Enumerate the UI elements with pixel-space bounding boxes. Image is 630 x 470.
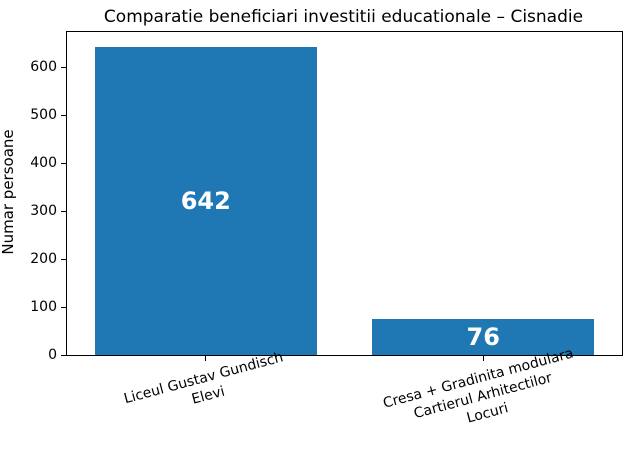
y-tick-label: 400 xyxy=(30,155,57,172)
y-axis-label: Numar persoane xyxy=(0,129,17,255)
bar: 642 xyxy=(94,47,317,355)
bar: 76 xyxy=(372,318,595,355)
y-tick-mark xyxy=(61,258,66,260)
y-tick-mark xyxy=(61,210,66,212)
y-tick-label: 200 xyxy=(30,251,57,268)
plot-area: 0 100 200 300 400 500 600 642 Liceul Gustav Gund… xyxy=(30,31,623,427)
bar-value-label: 76 xyxy=(466,322,500,351)
y-tick-mark xyxy=(61,306,66,308)
y-tick-mark xyxy=(61,162,66,164)
y-tick-mark xyxy=(61,66,66,68)
x-tick-mark xyxy=(482,356,484,361)
y-tick-mark xyxy=(61,354,66,356)
y-tick-label: 100 xyxy=(30,299,57,316)
y-tick-label: 300 xyxy=(30,203,57,220)
y-tick-label: 0 xyxy=(48,347,57,363)
y-tick-mark xyxy=(61,114,66,116)
y-tick-label: 600 xyxy=(30,59,57,76)
x-tick-mark xyxy=(205,356,207,361)
bar-value-label: 642 xyxy=(180,187,231,216)
y-tick-label: 500 xyxy=(30,107,57,124)
chart-title: Comparatie beneficiari investitii educat… xyxy=(103,7,584,27)
